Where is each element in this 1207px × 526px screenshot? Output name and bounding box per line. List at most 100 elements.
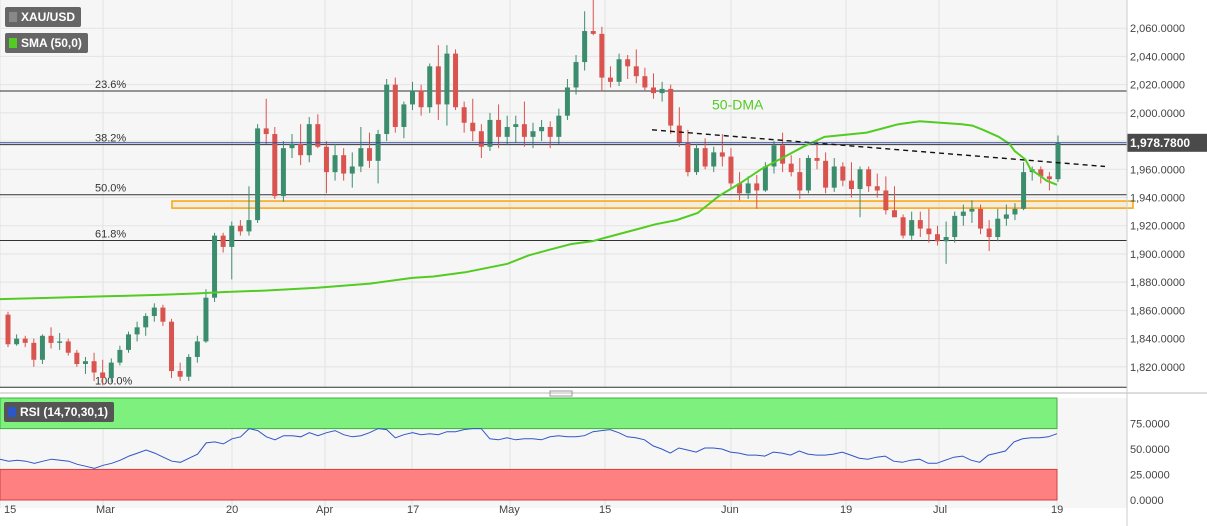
candle-body [874,186,880,191]
candle-body [814,158,820,161]
candle-body [582,31,588,63]
candle-body [31,342,37,360]
candle-body [556,115,562,137]
candle-body [453,53,459,108]
price-tick-label: 1,940.0000 [1130,193,1185,205]
candle-body [487,119,493,147]
candle-body [237,225,243,232]
pane-resize-handle [549,390,573,397]
price-tick-label: 2,020.0000 [1130,80,1185,92]
trendline [651,129,1106,168]
candle-body [711,152,717,167]
candle-body [823,160,829,188]
candle-body [220,235,226,247]
symbol-swatch [9,12,17,22]
x-tick-label: Mar [96,504,115,516]
candle-body [978,208,984,229]
candle-body [5,314,11,345]
candle-body [848,180,854,190]
candle-body [1055,142,1061,180]
candle-body [263,128,269,135]
candle-body [754,183,760,191]
candle-body [737,183,743,194]
candle-body [57,341,63,343]
candle-body [470,122,476,132]
candle-body [995,218,1001,238]
candle-body [289,143,295,149]
candle-body [1021,172,1027,209]
candle-body [39,335,45,360]
candle-body [100,372,106,379]
price-tick-label: 1,960.0000 [1130,164,1185,176]
candle-body [685,142,691,173]
candle-body [1046,176,1052,180]
candle-body [212,235,218,298]
candle-body [358,148,364,167]
candle-body [952,215,958,238]
candle-body [547,126,553,137]
price-tick-label: 1,900.0000 [1130,249,1185,261]
candle-body [616,59,622,82]
candle-body [625,59,631,67]
candle-body [349,166,355,174]
sma-swatch [9,38,17,48]
candle-body [564,87,570,116]
sma-badge[interactable]: SMA (50,0) [5,33,88,53]
candle-body [900,217,906,236]
x-tick-label: Jul [933,504,947,516]
candle-body [444,53,450,105]
candle-body [229,225,235,247]
candle-body [401,104,407,127]
sma-annotation: 50-DMA [712,96,764,112]
rsi-tick-label: 75.0000 [1130,419,1170,431]
candle-body [427,66,433,108]
rsi-badge[interactable]: RSI (14,70,30,1) [4,402,115,422]
x-tick-label: Jun [721,504,739,516]
symbol-badge[interactable]: XAU/USD [5,7,82,27]
candle-body [771,145,777,167]
sma-50-line [0,120,1058,301]
fibonacci-label: 38.2% [95,133,126,145]
rsi-oversold-zone [0,468,1058,501]
x-tick-label: May [499,504,520,516]
price-tick-label: 2,000.0000 [1130,108,1185,120]
candle-body [607,77,613,82]
candle-body [169,321,175,372]
rsi-line [0,428,1058,469]
candle-body [117,349,123,363]
candle-body [323,146,329,173]
candle-body [780,145,786,164]
candle-body [633,66,639,77]
candle-body [298,143,304,156]
candle-body [65,341,71,353]
candle-body [650,87,656,94]
candle-body [762,166,768,191]
candle-body [935,234,941,242]
candle-body [866,169,872,187]
x-tick-label: Apr [316,504,333,516]
rsi-overbought-zone [0,397,1058,430]
x-tick-label: 15 [599,504,611,516]
candle-body [366,148,372,161]
candle-body [840,166,846,181]
candle-body [1012,208,1018,215]
candle-body [719,152,725,157]
candle-body [461,107,467,123]
candle-body [926,228,932,235]
symbol-label: XAU/USD [21,10,76,24]
candle-body [676,125,682,143]
candle-body [306,124,312,156]
price-tick-label: 1,820.0000 [1130,362,1185,374]
candle-body [745,183,751,194]
candle-body [246,220,252,232]
candle-body [917,220,923,229]
candle-body [375,134,381,161]
candle-body [496,119,502,137]
candle-body [418,90,424,108]
candle-body [891,210,897,218]
candle-body [1038,169,1044,177]
candle-body [969,208,975,212]
candle-body [805,158,811,191]
